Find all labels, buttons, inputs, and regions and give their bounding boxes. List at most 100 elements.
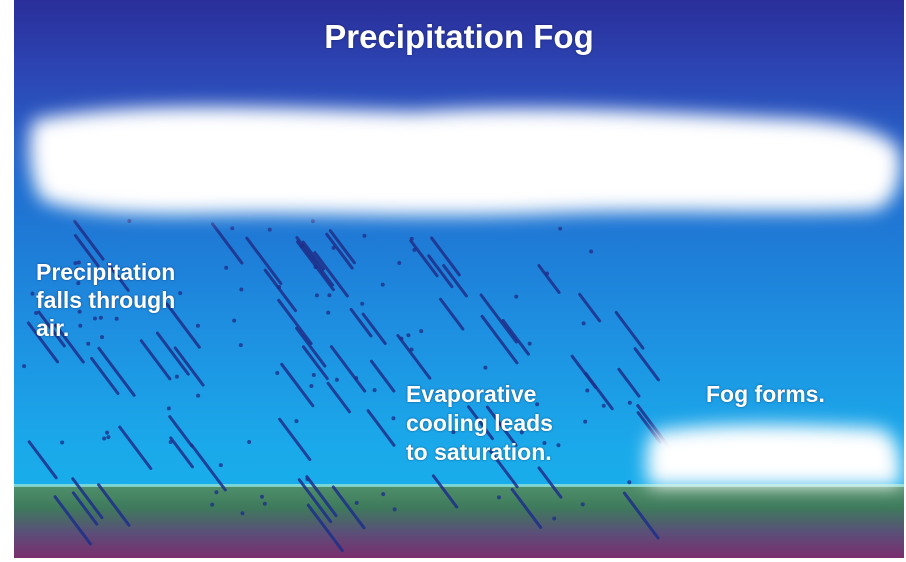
rain-streak [97,483,131,527]
rain-droplet [127,218,132,223]
rain-droplet [22,364,27,369]
rain-droplet [30,291,35,296]
rain-droplet [196,393,201,398]
rain-droplet [313,264,318,269]
rain-streak [97,346,136,397]
rain-droplet [174,374,179,379]
rain-droplet [589,249,594,254]
evaporative-label-line: Evaporative [406,381,537,407]
rain-droplet [54,323,59,328]
rain-streak [409,239,439,278]
rain-streak [107,262,130,292]
rain-droplet [314,293,319,298]
rain-streak [501,319,530,356]
rain-streak [90,356,120,396]
rain-streak [614,310,645,350]
cloud-layer [29,107,901,486]
rain-streak [71,491,99,526]
rain-streak [165,302,201,349]
rain-streak [578,292,602,323]
rain-streak [329,345,367,393]
rain-streak [617,367,641,398]
rain-streak [485,405,518,447]
evaporative-label-line: to saturation. [406,439,552,465]
cloud [29,107,901,216]
rain-droplet [412,247,417,252]
rain-streak [479,293,518,344]
rain-droplet [76,281,81,286]
rain-streak [169,436,194,469]
rain-droplet [542,440,547,445]
rain-droplet [262,501,267,506]
rain-droplet [75,266,80,271]
rain-droplet [218,463,223,468]
rain-streak [431,474,459,509]
ground [14,486,904,558]
rain-droplet [114,316,119,321]
rain-droplet [102,436,107,441]
rain-streak [306,503,344,553]
ground-line [14,484,904,487]
fog-forms-label: Fog forms. [706,381,825,407]
rain-streak [633,347,660,382]
rain-droplet [214,490,219,495]
rain-streak [53,495,93,546]
rain-droplet [406,333,411,338]
rain-droplet [100,335,105,340]
rain-streak [54,324,85,364]
rain-streak [27,440,58,480]
rain-streak [439,297,465,331]
rain-droplet [299,243,304,248]
rain-droplet [514,294,519,299]
evaporative-cooling-label: Evaporative cooling leads to saturation. [406,380,626,467]
rain-streak [297,478,333,524]
rain-droplet [334,377,339,382]
rain-droplet [98,315,103,320]
rain-streak [280,362,315,408]
rain-droplet [168,439,173,444]
rain-streak [278,417,312,462]
rain-droplet [397,261,402,266]
precipitation-label-line: falls through [36,287,176,313]
rain-droplet [372,388,377,393]
precipitation-label: Precipitation falls through air. [36,258,256,342]
rain-droplet [305,477,310,482]
rain-droplet [585,388,590,393]
precipitation-fog-diagram: Precipitation Fog Precipitation falls th… [14,0,904,558]
rain-streak [328,229,356,265]
rain-streak [366,409,396,447]
rain-droplet [583,419,588,424]
rain-streak [211,222,244,265]
rain-droplet [310,219,315,224]
rain-droplet [527,341,532,346]
fog-bank [646,424,901,486]
rain-droplet [627,400,632,405]
rain-droplet [535,402,540,407]
rain-streak [73,234,100,268]
rain-droplet [496,495,501,500]
rain-droplet [391,416,396,421]
evaporative-label-line: cooling leads [406,410,553,436]
rain-streak [510,487,543,529]
rain-droplet [552,516,557,521]
rain-droplet [267,227,272,232]
rain-droplet [73,261,78,266]
rain-streak [37,310,66,348]
rain-streak [301,240,326,271]
rain-droplet [230,226,235,231]
rain-droplet [210,502,215,507]
precipitation-label-line: Precipitation [36,259,176,285]
rain-droplet [34,310,39,315]
rain-streak [173,346,205,387]
rain-streak [73,219,105,261]
rain-streak [263,268,298,313]
rain-droplet [380,282,385,287]
rain-droplet [519,430,524,435]
rain-droplet [409,347,414,352]
precipitation-label-line: air. [36,315,70,341]
rain-streak [245,236,283,286]
rain-streak [118,425,153,470]
rain-streak [301,345,329,381]
rain-droplet [627,480,632,485]
rain-droplet [558,226,563,231]
